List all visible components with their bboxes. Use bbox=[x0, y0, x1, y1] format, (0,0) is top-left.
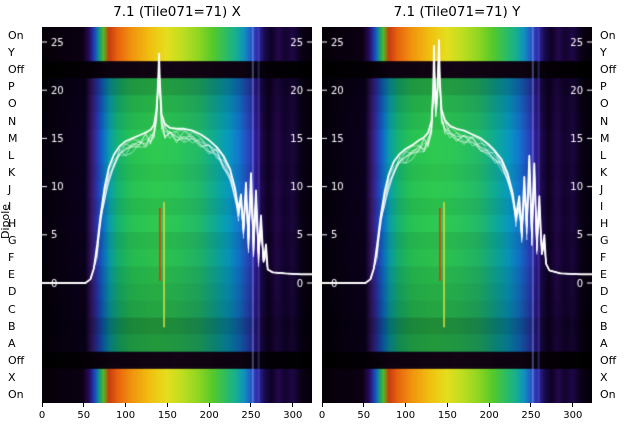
row-label-right-b: B bbox=[600, 319, 608, 333]
row-label-right-l: L bbox=[600, 148, 607, 162]
row-label-left-b: B bbox=[8, 319, 16, 333]
x-tick-label: 0 bbox=[38, 410, 46, 421]
row-label-right-off: Off bbox=[600, 353, 617, 367]
panel-x: 7.1 (Tile071=71) X 0 50 100 150 200 250 300 bbox=[39, 4, 312, 421]
x-tick-mark bbox=[41, 403, 43, 407]
row-label-right-on: On bbox=[600, 29, 616, 43]
x-tick-mark bbox=[530, 403, 532, 407]
x-tick-mark bbox=[488, 403, 490, 407]
row-label-right-k: K bbox=[600, 165, 608, 179]
row-label-right-c: C bbox=[600, 302, 608, 316]
row-label-right-a: A bbox=[600, 336, 608, 350]
row-label-right-x: X bbox=[600, 370, 608, 384]
row-label-right-d: D bbox=[600, 285, 609, 299]
row-label-left-o: O bbox=[8, 97, 17, 111]
row-label-right-j: J bbox=[600, 182, 604, 196]
row-label-left-y: Y bbox=[8, 46, 15, 60]
x-tick-mark bbox=[125, 403, 127, 407]
row-label-left-l: L bbox=[8, 148, 15, 162]
row-label-left-m: M bbox=[8, 131, 18, 145]
row-label-right-y: Y bbox=[600, 46, 607, 60]
row-label-left-off: Off bbox=[8, 353, 25, 367]
panel-x-title: 7.1 (Tile071=71) X bbox=[113, 4, 241, 20]
x-tick-label: 250 bbox=[241, 410, 261, 421]
row-label-left-k: K bbox=[8, 165, 16, 179]
x-tick-mark bbox=[363, 403, 365, 407]
y-axis-title: Dipole bbox=[0, 203, 12, 239]
x-axis-panel-x: 0 50 100 150 200 250 300 bbox=[38, 403, 312, 427]
x-tick-mark bbox=[292, 403, 294, 407]
heatmap-x bbox=[42, 27, 312, 403]
x-tick-label: 100 bbox=[116, 410, 136, 421]
x-tick-mark bbox=[405, 403, 407, 407]
panel-y-title: 7.1 (Tile071=71) Y bbox=[393, 4, 521, 20]
row-label-right-i: I bbox=[600, 199, 604, 213]
row-label-right-g: G bbox=[600, 234, 609, 248]
row-label-left-p: P bbox=[8, 80, 15, 94]
x-axis-panel-y: 0 50 100 150 200 250 300 bbox=[318, 403, 592, 427]
heatmap-y bbox=[322, 27, 592, 403]
row-label-left-e: E bbox=[8, 268, 15, 282]
x-tick-label: 300 bbox=[563, 410, 583, 421]
x-tick-label: 50 bbox=[357, 410, 371, 421]
row-label-right-m: M bbox=[600, 131, 610, 145]
panel-y: 7.1 (Tile071=71) Y 0 50 100 150 200 250 300 bbox=[319, 4, 592, 421]
x-tick-label: 250 bbox=[521, 410, 541, 421]
x-tick-label: 200 bbox=[479, 410, 499, 421]
x-tick-mark bbox=[208, 403, 210, 407]
x-tick-label: 200 bbox=[199, 410, 219, 421]
x-tick-mark bbox=[321, 403, 323, 407]
x-tick-mark bbox=[572, 403, 574, 407]
row-label-right-o: O bbox=[600, 97, 609, 111]
x-tick-label: 100 bbox=[396, 410, 416, 421]
x-tick-mark bbox=[166, 403, 168, 407]
x-tick-label: 300 bbox=[283, 410, 303, 421]
row-label-left-c: C bbox=[8, 302, 16, 316]
x-tick-label: 150 bbox=[437, 410, 457, 421]
row-label-left-off: Off bbox=[8, 63, 25, 77]
row-label-right-off: Off bbox=[600, 63, 617, 77]
x-tick-label: 150 bbox=[157, 410, 177, 421]
x-tick-mark bbox=[83, 403, 85, 407]
row-label-right-on: On bbox=[600, 387, 616, 401]
row-label-right-e: E bbox=[600, 268, 607, 282]
row-label-left-n: N bbox=[8, 114, 17, 128]
row-label-left-a: A bbox=[8, 336, 16, 350]
x-tick-mark bbox=[446, 403, 448, 407]
row-label-right-p: P bbox=[600, 80, 607, 94]
x-tick-label: 50 bbox=[77, 410, 91, 421]
row-label-right-h: H bbox=[600, 217, 609, 231]
row-label-left-on: On bbox=[8, 387, 24, 401]
x-tick-mark bbox=[250, 403, 252, 407]
row-label-right-f: F bbox=[600, 251, 607, 265]
x-tick-label: 0 bbox=[318, 410, 326, 421]
row-label-right-n: N bbox=[600, 114, 609, 128]
row-label-left-on: On bbox=[8, 29, 24, 43]
row-label-left-x: X bbox=[8, 370, 16, 384]
row-label-left-d: D bbox=[8, 285, 17, 299]
